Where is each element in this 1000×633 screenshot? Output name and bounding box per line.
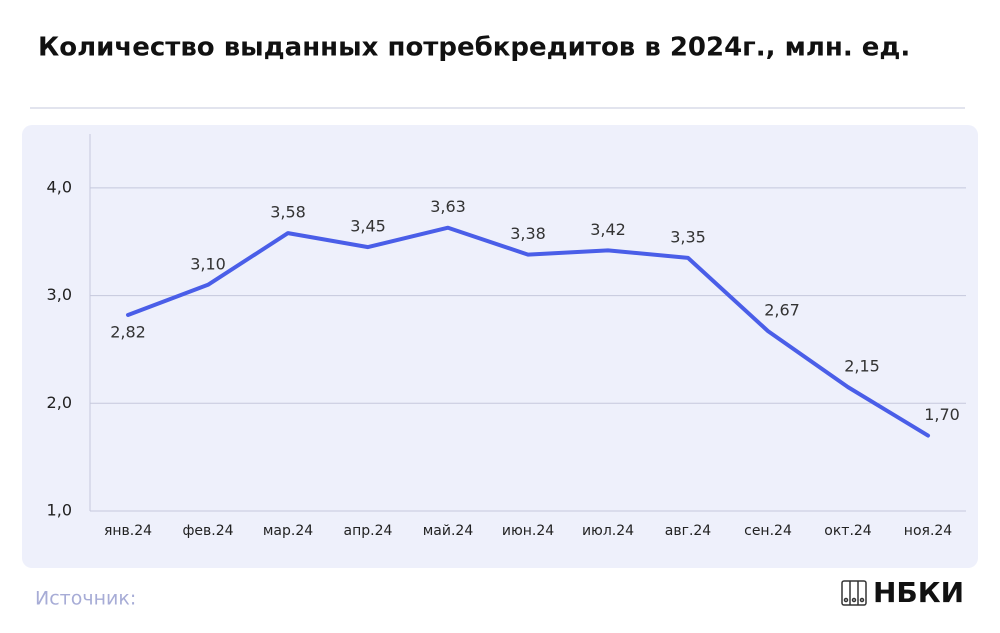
x-tick-label: мар.24: [263, 523, 313, 539]
x-tick-label: июл.24: [582, 523, 634, 539]
x-tick-label: фев.24: [182, 523, 233, 539]
data-label: 3,35: [670, 227, 706, 246]
logo-text: НБКИ: [873, 576, 964, 609]
x-tick-label: сен.24: [744, 523, 792, 539]
data-label: 3,63: [430, 197, 466, 216]
y-tick-label: 3,0: [47, 285, 72, 304]
y-tick-label: 4,0: [47, 177, 72, 196]
data-label: 3,45: [350, 217, 386, 236]
data-label: 3,42: [590, 220, 626, 239]
data-label: 2,82: [110, 322, 146, 341]
x-tick-label: авг.24: [665, 523, 712, 539]
data-label: 2,67: [764, 301, 800, 320]
x-tick-label: июн.24: [502, 523, 554, 539]
data-label: 3,58: [270, 203, 306, 222]
line: [126, 225, 930, 438]
data-label: 3,38: [510, 224, 546, 243]
logo-icon: [841, 580, 867, 606]
data-label: 3,10: [190, 254, 226, 273]
data-label: 1,70: [924, 405, 960, 424]
source-label: Источник:: [35, 588, 136, 610]
y-tick-label: 2,0: [47, 393, 72, 412]
x-tick-label: окт.24: [824, 523, 872, 539]
y-tick-label: 1,0: [47, 501, 72, 520]
x-tick-label: апр.24: [344, 523, 393, 539]
x-tick-label: май.24: [423, 523, 474, 539]
data-label: 2,15: [844, 357, 880, 376]
x-tick-label: янв.24: [104, 523, 152, 539]
chart-title: Количество выданных потребкредитов в 202…: [38, 33, 910, 63]
plot-panel: [22, 125, 978, 568]
x-tick-label: ноя.24: [904, 523, 952, 539]
